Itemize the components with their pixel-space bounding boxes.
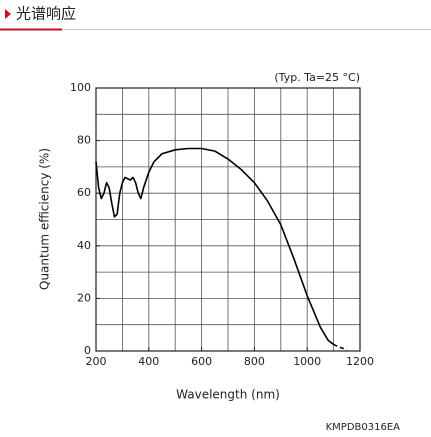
y-tick-label: 0 [84, 344, 91, 357]
x-tick-label: 800 [244, 355, 265, 368]
annotation: (Typ. Ta=25 °C) [274, 71, 360, 84]
footer-code: KMPDB0316EA [326, 422, 401, 433]
x-tick-label: 1000 [293, 355, 321, 368]
x-tick-label: 200 [86, 355, 107, 368]
y-axis-title: Quantum efficiency (%) [38, 148, 52, 290]
x-tick-label: 1200 [346, 355, 374, 368]
x-tick-label: 600 [191, 355, 212, 368]
y-tick-label: 100 [70, 81, 91, 94]
x-axis-title: Wavelength (nm) [176, 388, 280, 402]
data-line [95, 147, 335, 346]
x-tick-label: 400 [138, 355, 159, 368]
y-tick-label: 60 [77, 186, 91, 199]
y-tick-label: 80 [77, 134, 91, 147]
data-line [333, 343, 348, 351]
header-marker [5, 9, 11, 19]
y-tick-label: 40 [77, 239, 91, 252]
y-tick-label: 20 [77, 291, 91, 304]
plot-frame [95, 87, 361, 352]
header-title: 光谱响应 [16, 5, 76, 23]
